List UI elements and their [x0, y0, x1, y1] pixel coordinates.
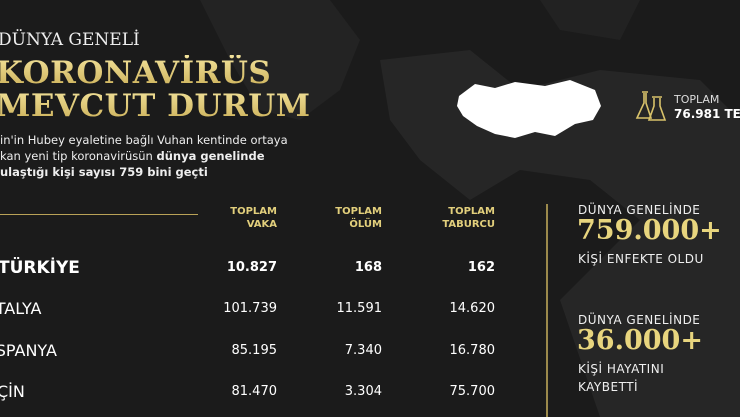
flask-icon: [635, 91, 667, 121]
intro-line-2: kan yeni tip koronavirüsün dünya genelin…: [0, 148, 288, 164]
cases-value: 81.470: [231, 384, 278, 399]
stat-desc: KİŞİ ENFEKTE OLDU: [578, 252, 704, 266]
cases-value: 85.195: [231, 343, 278, 358]
deaths-value: 11.591: [336, 301, 383, 316]
vertical-divider: [546, 204, 548, 417]
header-deaths: TOPLAM ÖLÜM: [335, 206, 382, 230]
intro-line-2-normal: kan yeni tip koronavirüsün: [0, 149, 157, 163]
tests-label: TOPLAM: [674, 93, 720, 106]
header-recovered: TOPLAM TABURCU: [442, 206, 495, 230]
intro-text: in'in Hubey eyaletine bağlı Vuhan kentin…: [0, 132, 288, 180]
cases-value: 10.827: [226, 260, 277, 275]
country-name: İTALYA: [0, 299, 42, 318]
deaths-value: 7.340: [344, 343, 382, 358]
cases-value: 101.739: [223, 301, 277, 316]
stat-desc-2: KAYBETTİ: [578, 380, 639, 394]
intro-line-1: in'in Hubey eyaletine bağlı Vuhan kentin…: [0, 133, 288, 147]
kicker: DÜNYA GENELİ: [0, 30, 140, 50]
intro-line-3: ulaştığı kişi sayısı 759 bini geçti: [0, 165, 208, 179]
recovered-value: 75.700: [449, 384, 496, 399]
recovered-value: 162: [467, 260, 495, 275]
header-cases: TOPLAM VAKA: [230, 206, 277, 230]
recovered-value: 14.620: [449, 301, 496, 316]
country-name: İSPANYA: [0, 341, 57, 360]
turkey-map: [457, 80, 601, 138]
stat-label: DÜNYA GENELİNDE: [578, 203, 701, 217]
stat-value: 759.000+: [577, 215, 722, 246]
country-name: ÇİN: [0, 382, 25, 401]
country-name: TÜRKİYE: [0, 258, 80, 278]
tests-value: 76.981 TES: [674, 107, 740, 121]
recovered-value: 16.780: [449, 343, 496, 358]
divider: [0, 214, 198, 215]
stat-value: 36.000+: [577, 325, 703, 356]
stat-desc: KİŞİ HAYATINI: [578, 362, 665, 376]
stat-label: DÜNYA GENELİNDE: [578, 313, 701, 327]
intro-line-2-bold: dünya genelinde: [156, 149, 265, 163]
deaths-value: 3.304: [344, 384, 382, 399]
title-line-1: KORONAVİRÜS: [0, 55, 271, 91]
title-line-2: MEVCUT DURUM: [0, 88, 311, 124]
deaths-value: 168: [354, 260, 382, 275]
